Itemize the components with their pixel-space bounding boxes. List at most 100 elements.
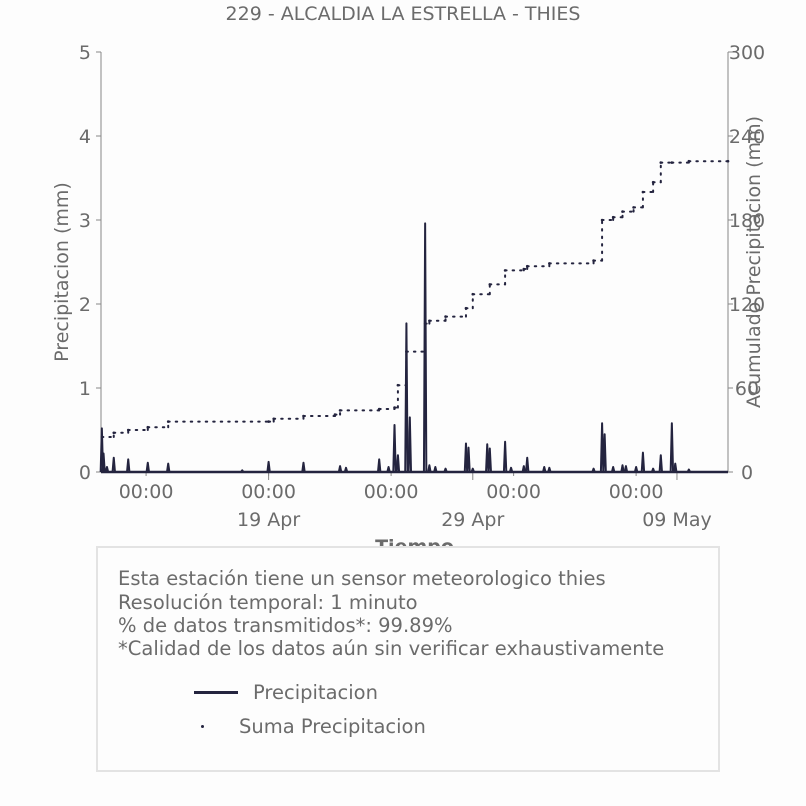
precipitation-spike [386,465,391,473]
precipitation-spike [392,423,397,473]
sum-point [444,315,447,318]
y2-tick-label: 120 [729,294,765,316]
sum-point [488,283,492,286]
sum-point [651,180,655,184]
precipitation-spike [422,222,428,473]
precipitation-spike [525,456,530,473]
sum-point [338,409,342,412]
sum-point [525,264,529,268]
sum-point [670,161,674,164]
info-line-transmitted: % de datos transmitidos*: 99.89% [118,614,453,637]
y-tick-label: 2 [79,294,91,316]
x-major-tick-label: 19 Apr [237,509,300,531]
sum-point [641,190,645,194]
precipitation-spike [427,464,432,473]
y-tick-label: 0 [79,462,91,484]
precipitation-spike [111,456,116,473]
precipitation-spike [466,446,471,473]
x-major-tick-label: 29 Apr [441,509,504,531]
info-line-sensor: Esta estación tiene un sensor meteorolog… [118,567,606,590]
precipitation-spike [240,469,245,473]
sum-point [611,215,615,219]
legend-sum-label: Suma Precipitacion [239,715,426,738]
y2-tick-label: 0 [741,462,753,484]
precipitation-spike [343,466,349,473]
precipitation-spike [395,454,401,473]
precipitation-spike [602,433,607,473]
sum-point [126,428,130,432]
precipitation-spike [407,416,413,473]
y2-tick-label: 300 [729,42,765,64]
sum-point [464,306,468,310]
precipitation-spike [599,422,605,473]
sum-point [471,292,475,296]
sum-point [112,431,116,435]
x-minor-tick-label: 00:00 [364,481,419,503]
sum-point [272,417,276,421]
sum-point [302,414,305,418]
x-minor-tick-label: 00:00 [609,481,664,503]
sum-point [267,420,270,423]
precipitation-spike [101,452,106,473]
precipitation-spike [620,464,625,473]
precipitation-spike [443,467,448,473]
precipitation-spike [166,462,171,473]
y2-tick-label: 240 [729,126,765,148]
precipitation-spike [104,465,110,473]
precipitation-spike [686,468,691,473]
y2-axis-label: Acumulado Precipitacion (mm) [743,116,765,408]
precipitation-spike [266,460,271,473]
y-axis-label: Precipitacion (mm) [51,182,73,362]
y-tick-label: 3 [79,210,91,232]
precipitation-spike [521,465,527,473]
x-minor-tick-label: 00:00 [119,481,174,503]
sum-point [659,161,663,164]
info-line-quality-note: *Calidad de los datos aún sin verificar … [118,637,665,660]
sum-point [592,259,595,262]
legend-precip-swatch [194,691,238,694]
sum-point [428,319,431,323]
sum-point [632,206,635,209]
sum-point [333,413,337,416]
sum-point [100,435,104,439]
sum-point [726,159,730,163]
y2-tick-label: 180 [729,210,765,232]
precipitation-spike [591,467,596,473]
sum-point [522,267,526,271]
sum-point [146,425,150,429]
y2-tick-label: 60 [735,378,759,400]
y-tick-label: 5 [79,42,91,64]
precipitation-spike [470,467,475,473]
precipitation-spike [669,422,675,473]
chart-title: 229 - ALCALDIA LA ESTRELLA - THIES [225,3,581,25]
legend-sum-swatch [201,725,204,728]
precipitation-spike [126,458,131,473]
legend-precip-label: Precipitacion [253,681,378,704]
precipitation-spike [633,465,639,473]
x-major-tick-label: 09 May [642,509,712,531]
sum-point [687,159,691,163]
precipitation-spike [487,447,492,473]
sum-point [423,322,427,325]
precipitation-spike [640,451,646,473]
y-tick-label: 1 [79,378,91,400]
sum-point [393,406,396,409]
sum-point [548,262,551,265]
sum-point [600,218,604,222]
precipitation-spike [673,462,678,473]
info-line-resolution: Resolución temporal: 1 minuto [118,591,418,614]
precipitation-spike [508,466,514,473]
y-tick-label: 4 [79,126,91,148]
precipitation-spike [337,465,343,473]
info-legend-box: Esta estación tiene un sensor meteorolog… [96,546,720,772]
sum-point [377,407,381,411]
precipitation-spike [542,465,547,473]
precipitation-spike [650,467,656,473]
precipitation-spike [145,461,150,473]
precipitation-spike [485,443,490,473]
precipitation-spike [301,461,306,473]
precipitation-spike [433,465,438,473]
sum-point [396,383,400,387]
precipitation-spike [463,442,469,473]
